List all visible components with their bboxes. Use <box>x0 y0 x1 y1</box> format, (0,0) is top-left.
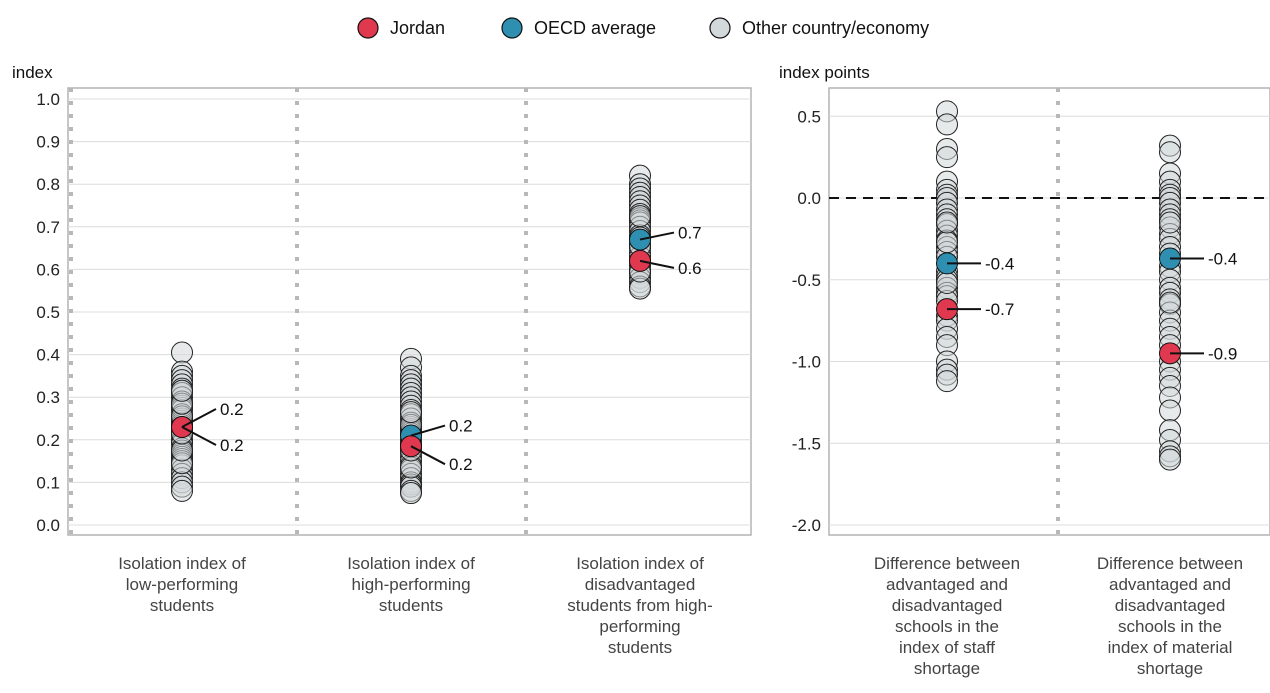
legend-swatch-0 <box>357 17 379 39</box>
category-label-line: disadvantaged <box>892 596 1003 615</box>
legend-swatch-1 <box>501 17 523 39</box>
category-label-line: Isolation index of <box>347 554 475 573</box>
category-label-line: index of material <box>1108 638 1233 657</box>
category-label-line: advantaged and <box>1109 575 1231 594</box>
point-other-country <box>936 146 958 169</box>
y-tick-label: 0.8 <box>36 175 60 194</box>
category-label-line: shortage <box>1137 659 1203 678</box>
category-label-line: schools in the <box>1118 617 1222 636</box>
y-tick-label: 0.5 <box>36 303 60 322</box>
category-label-line: Difference between <box>874 554 1020 573</box>
y-tick-label: 0.6 <box>36 260 60 279</box>
point-other-country <box>629 205 651 228</box>
category-label-line: students <box>150 596 214 615</box>
category-label-line: students from high- <box>567 596 713 615</box>
category-label-line: Isolation index of <box>576 554 704 573</box>
label-leader-oecd-average <box>181 408 217 428</box>
legend-label-1: OECD average <box>534 18 656 38</box>
point-other-country <box>171 379 193 402</box>
category-label-line: advantaged and <box>886 575 1008 594</box>
y-tick-label: 0.7 <box>36 218 60 237</box>
point-other-country <box>400 482 422 505</box>
left-panel-y-axis-title: index <box>12 63 53 82</box>
data-label-oecd-average: 0.2 <box>220 400 244 419</box>
point-other-country <box>171 479 193 502</box>
data-label-oecd-average: 0.7 <box>678 224 702 243</box>
category-label-line: disadvantaged <box>1115 596 1226 615</box>
point-other-country <box>1159 141 1181 164</box>
category-label-line: schools in the <box>895 617 999 636</box>
y-tick-label: -1.5 <box>792 434 821 453</box>
y-tick-label: 0.9 <box>36 133 60 152</box>
category-label-line: students <box>608 638 672 657</box>
category-label-line: high-performing <box>351 575 470 594</box>
point-other-country <box>171 341 193 364</box>
y-tick-label: 1.0 <box>36 90 60 109</box>
category-label-line: shortage <box>914 659 980 678</box>
point-other-country <box>1159 399 1181 422</box>
data-label-jordan: 0.2 <box>220 436 244 455</box>
right-panel-frame <box>828 87 1270 536</box>
y-tick-label: -2.0 <box>792 516 821 535</box>
data-label-oecd-average: -0.4 <box>985 254 1014 273</box>
label-leader-oecd-average <box>410 424 446 437</box>
label-leader-jordan <box>410 445 446 466</box>
left-panel-plot: 0.0 0.1 0.2 0.3 0.4 0.5 0.6 0.7 0.8 0.9 1.0 0.2 0.2 0… <box>36 88 751 657</box>
point-other-country <box>1159 211 1181 234</box>
point-other-country <box>936 211 958 234</box>
data-label-jordan: -0.7 <box>985 300 1014 319</box>
legend-label-2: Other country/economy <box>742 18 929 38</box>
point-other-country <box>936 370 958 393</box>
data-label-jordan: 0.6 <box>678 259 702 278</box>
category-label-line: low-performing <box>126 575 238 594</box>
point-other-country <box>936 272 958 295</box>
y-tick-label: 0.2 <box>36 431 60 450</box>
point-other-country <box>936 113 958 136</box>
label-leader-jordan <box>181 426 217 446</box>
y-tick-label: 0.5 <box>797 107 821 126</box>
y-tick-label: 0.4 <box>36 346 60 365</box>
category-label-line: performing <box>599 617 680 636</box>
y-tick-label: 0.0 <box>36 516 60 535</box>
point-other-country <box>1159 291 1181 314</box>
category-label-line: students <box>379 596 443 615</box>
category-label-line: Isolation index of <box>118 554 246 573</box>
legend-label-0: Jordan <box>390 18 445 38</box>
point-other-country <box>936 231 958 254</box>
y-tick-label: -0.5 <box>792 271 821 290</box>
y-tick-label: 0.1 <box>36 473 60 492</box>
data-label-oecd-average: 0.2 <box>449 417 473 436</box>
y-tick-label: 0.3 <box>36 388 60 407</box>
right-panel-plot: 0.5 0.0 -0.5 -1.0 -1.5 -2.0 -0.7 -0.9 -0.4 -0.4 Di… <box>792 88 1270 678</box>
point-other-country <box>400 401 422 424</box>
data-label-oecd-average: -0.4 <box>1208 249 1237 268</box>
category-label-line: Difference between <box>1097 554 1243 573</box>
point-other-country <box>1159 448 1181 471</box>
legend-swatch-2 <box>709 17 731 39</box>
data-label-jordan: 0.2 <box>449 455 473 474</box>
y-tick-label: -1.0 <box>792 353 821 372</box>
y-tick-label: 0.0 <box>797 189 821 208</box>
right-panel-y-axis-title: index points <box>779 63 870 82</box>
category-label-line: index of staff <box>899 638 995 657</box>
legend: Jordan OECD average Other country/economy <box>357 17 929 39</box>
label-leader-oecd-average <box>639 231 675 241</box>
category-label-line: disadvantaged <box>585 575 696 594</box>
data-label-jordan: -0.9 <box>1208 344 1237 363</box>
label-leader-jordan <box>639 259 675 269</box>
